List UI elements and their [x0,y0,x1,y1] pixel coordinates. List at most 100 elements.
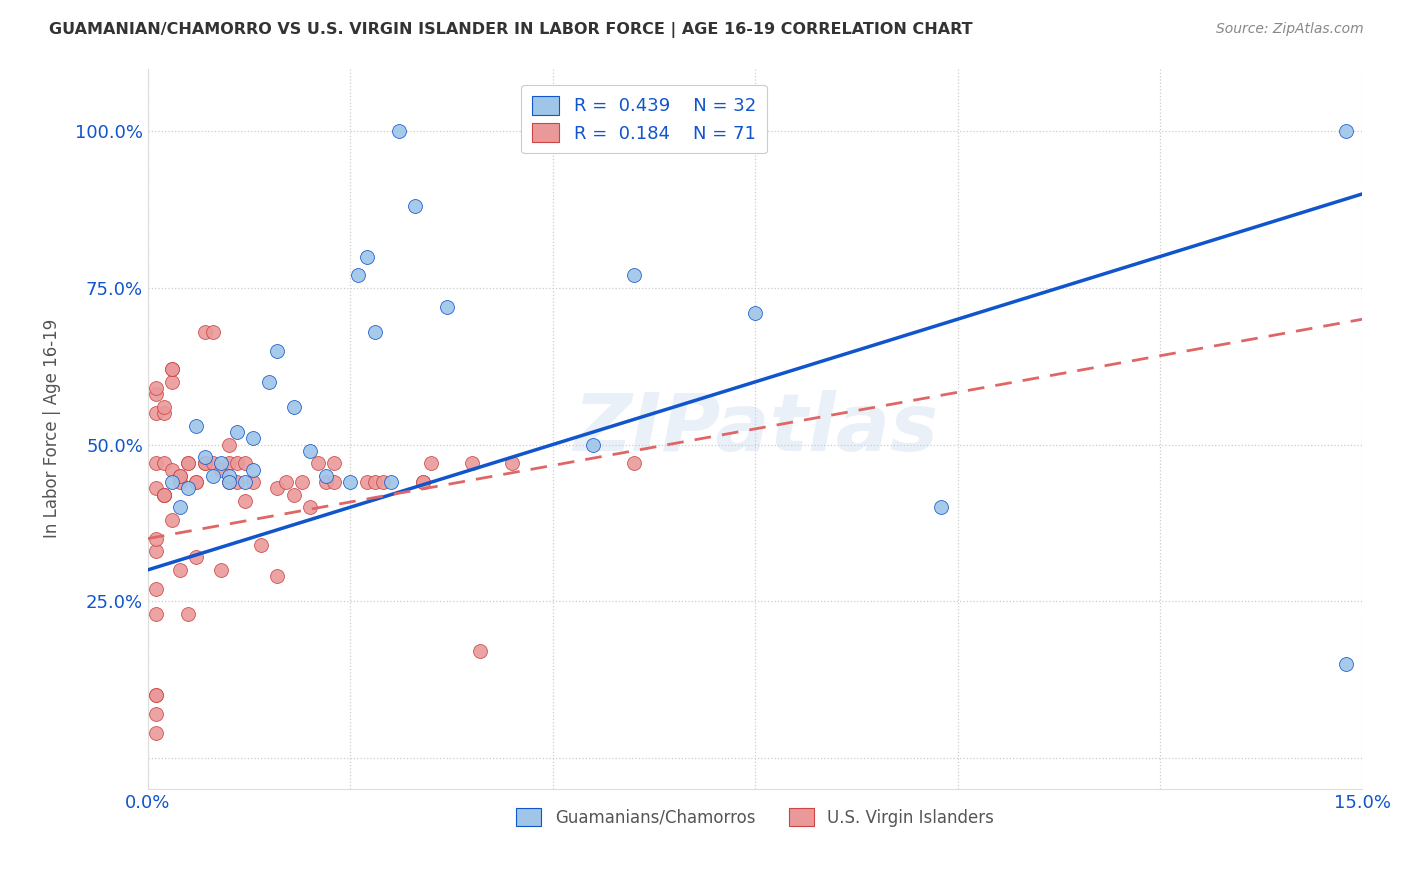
Point [145,532,167,546]
Point [169,500,191,515]
Point [160,462,183,476]
Point [177,456,200,470]
Point [177,456,200,470]
Point [218,468,240,483]
Point [145,387,167,401]
Point [186,475,208,490]
Point [186,550,208,565]
Point [259,375,281,389]
Point [623,268,645,283]
Point [468,644,491,658]
Point [226,425,249,439]
Text: Source: ZipAtlas.com: Source: ZipAtlas.com [1216,22,1364,37]
Point [160,513,183,527]
Point [298,443,321,458]
Point [218,475,240,490]
Point [153,488,176,502]
Point [356,250,378,264]
Point [412,475,434,490]
Point [169,563,191,577]
Point [169,468,191,483]
Point [388,124,411,138]
Point [145,726,167,740]
Point [186,418,208,433]
Point [347,268,370,283]
Point [153,456,176,470]
Point [153,488,176,502]
Point [274,475,297,490]
Point [193,450,215,464]
Point [160,375,183,389]
Point [420,456,443,470]
Point [177,482,200,496]
Y-axis label: In Labor Force | Age 16-19: In Labor Force | Age 16-19 [44,319,60,539]
Point [160,362,183,376]
Point [209,462,232,476]
Point [201,468,224,483]
Point [363,475,385,490]
Point [145,482,167,496]
Point [323,456,346,470]
Point [404,199,426,213]
Point [145,582,167,596]
Point [436,300,458,314]
Point [145,706,167,721]
Point [250,538,273,552]
Point [153,488,176,502]
Point [339,475,361,490]
Point [145,381,167,395]
Point [242,431,264,445]
Point [201,325,224,339]
Point [145,607,167,621]
Point [283,400,305,414]
Point [145,406,167,420]
Point [218,437,240,451]
Point [177,607,200,621]
Point [356,475,378,490]
Point [186,475,208,490]
Point [160,362,183,376]
Point [145,688,167,702]
Point [193,325,215,339]
Point [266,569,288,583]
Point [931,500,953,515]
Point [242,462,264,476]
Point [201,456,224,470]
Point [233,494,256,508]
Point [226,456,249,470]
Point [153,400,176,414]
Point [233,475,256,490]
Point [145,544,167,558]
Point [153,406,176,420]
Point [209,563,232,577]
Point [323,475,346,490]
Text: ZIPatlas: ZIPatlas [572,390,938,468]
Point [153,488,176,502]
Point [209,456,232,470]
Point [242,475,264,490]
Point [145,456,167,470]
Point [501,456,523,470]
Point [226,475,249,490]
Point [291,475,314,490]
Point [218,475,240,490]
Point [623,456,645,470]
Point [193,456,215,470]
Point [307,456,329,470]
Point [266,482,288,496]
Point [283,488,305,502]
Point [582,437,605,451]
Point [412,475,434,490]
Point [145,688,167,702]
Point [1336,657,1358,671]
Point [461,456,484,470]
Point [266,343,288,358]
Point [298,500,321,515]
Point [371,475,394,490]
Point [363,325,385,339]
Legend: Guamanians/Chamorros, U.S. Virgin Islanders: Guamanians/Chamorros, U.S. Virgin Island… [508,799,1002,835]
Point [169,475,191,490]
Point [315,468,337,483]
Point [233,456,256,470]
Point [169,468,191,483]
